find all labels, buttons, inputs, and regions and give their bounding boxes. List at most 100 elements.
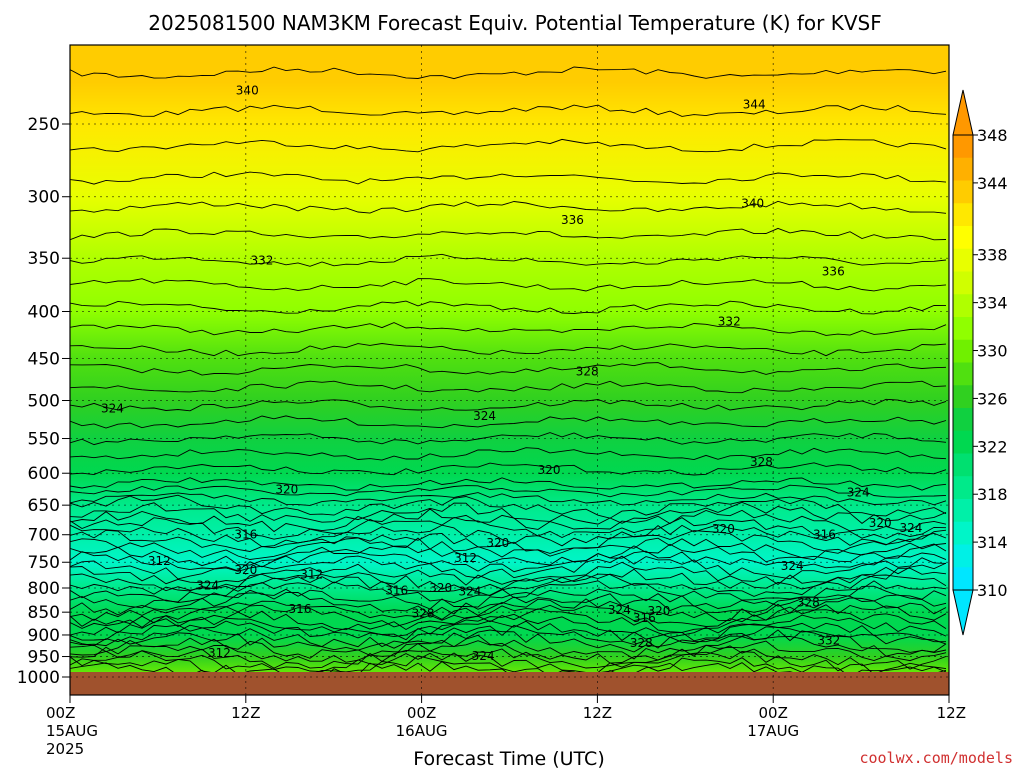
contour-label: 328 bbox=[576, 365, 599, 379]
contour-label: 316 bbox=[633, 611, 656, 625]
contour-line bbox=[70, 398, 947, 412]
x-axis-label: Forecast Time (UTC) bbox=[413, 748, 604, 768]
x-tick-year: 2025 bbox=[46, 740, 84, 758]
contour-label: 344 bbox=[743, 97, 766, 111]
contour-line bbox=[70, 604, 947, 628]
contour-line bbox=[70, 484, 947, 498]
contour-line bbox=[70, 494, 947, 519]
contour-line bbox=[70, 548, 947, 573]
plot-frame bbox=[69, 44, 950, 696]
y-tick-label: 500 bbox=[28, 392, 60, 412]
contour-label: 328 bbox=[797, 596, 820, 610]
contour-line bbox=[70, 415, 947, 429]
contour-label: 340 bbox=[741, 196, 764, 210]
y-tick-label: 800 bbox=[28, 579, 60, 599]
contour-line bbox=[70, 227, 947, 241]
contour-line bbox=[70, 585, 947, 610]
contour-line bbox=[70, 462, 947, 476]
contour-line bbox=[70, 477, 947, 491]
colorbar-label: 322 bbox=[977, 437, 1008, 456]
contour-line bbox=[70, 650, 947, 675]
contour-label: 320 bbox=[234, 563, 257, 577]
colorbar-swatch bbox=[953, 385, 973, 409]
contour-label: 324 bbox=[458, 584, 481, 598]
contour-line bbox=[70, 608, 947, 633]
x-tick-label: 12Z bbox=[937, 704, 966, 722]
colorbar-label: 318 bbox=[977, 485, 1008, 504]
contour-line bbox=[70, 613, 947, 638]
contour-line bbox=[70, 200, 947, 214]
colorbar-label: 338 bbox=[977, 246, 1008, 265]
contour-line bbox=[70, 537, 947, 561]
contour-line bbox=[70, 624, 947, 649]
contour-line bbox=[70, 171, 947, 185]
contour-label: 332 bbox=[718, 314, 741, 328]
contour-label: 324 bbox=[472, 649, 495, 663]
contour-line bbox=[70, 380, 947, 394]
contour-line bbox=[70, 492, 947, 506]
contour-label: 316 bbox=[234, 528, 257, 542]
contour-label: 312 bbox=[300, 567, 323, 581]
y-tick-label: 300 bbox=[28, 188, 60, 208]
contour-line bbox=[70, 655, 947, 679]
contour-line bbox=[70, 104, 947, 117]
contour-line bbox=[70, 66, 947, 80]
colorbar-label: 344 bbox=[977, 174, 1008, 193]
contour-label: 320 bbox=[429, 581, 452, 595]
contour-label: 324 bbox=[781, 559, 804, 573]
x-tick-label: 12Z bbox=[583, 704, 612, 722]
x-tick-label: 00Z bbox=[759, 704, 788, 722]
chart-title: 2025081500 NAM3KM Forecast Equiv. Potent… bbox=[148, 11, 881, 35]
contour-line bbox=[70, 508, 947, 533]
y-tick-label: 650 bbox=[28, 496, 60, 516]
credit-text: coolwx.com/models bbox=[859, 749, 1013, 767]
colorbar-swatch bbox=[953, 226, 973, 250]
contour-label: 320 bbox=[869, 516, 892, 530]
colorbar-swatch bbox=[953, 567, 973, 591]
x-tick-date: 16AUG bbox=[396, 722, 448, 740]
contour-label: 320 bbox=[647, 604, 670, 618]
contour-line bbox=[70, 447, 947, 461]
contour-line bbox=[70, 561, 947, 586]
x-tick-label: 00Z bbox=[46, 704, 75, 722]
contour-label: 328 bbox=[630, 636, 653, 650]
contour-line bbox=[70, 592, 947, 616]
x-tick-date: 15AUG bbox=[46, 722, 98, 740]
contour-label: 320 bbox=[712, 522, 735, 536]
colorbar-extend-bottom bbox=[952, 589, 974, 636]
colorbar-frame bbox=[952, 134, 974, 591]
contour-line bbox=[70, 343, 947, 357]
contour-line bbox=[70, 555, 947, 580]
colorbar-swatch bbox=[953, 430, 973, 454]
x-tick-label: 12Z bbox=[231, 704, 260, 722]
y-tick-label: 700 bbox=[28, 526, 60, 546]
contour-line bbox=[70, 645, 947, 670]
contour-line bbox=[70, 567, 947, 592]
contour-label: 324 bbox=[899, 521, 922, 535]
colorbar-label: 348 bbox=[977, 126, 1008, 145]
y-axis: 250 300 350 400 450 500 550 600 650 700 750 800 850 9… bbox=[17, 115, 70, 688]
contour-label: 312 bbox=[148, 554, 171, 568]
contour-label: 324 bbox=[608, 603, 631, 617]
contour-label: 320 bbox=[275, 483, 298, 497]
colorbar-swatch bbox=[953, 499, 973, 523]
colorbar-swatch bbox=[953, 317, 973, 341]
contour-line bbox=[70, 278, 947, 292]
contour-line bbox=[70, 253, 947, 267]
contour-line bbox=[70, 138, 947, 153]
y-tick-label: 600 bbox=[28, 464, 60, 484]
colorbar-label: 310 bbox=[977, 581, 1008, 600]
plot-area: 340 344 336 340 332 336 332 328 324 324 320 320 328 3… bbox=[69, 44, 950, 696]
contour-lines bbox=[70, 66, 947, 685]
x-tick-date: 17AUG bbox=[747, 722, 799, 740]
contour-labels: 340 344 336 340 332 336 332 328 324 324 320 320 328 3… bbox=[101, 84, 922, 663]
contour-label: 312 bbox=[454, 551, 477, 565]
colorbar-swatch bbox=[953, 180, 973, 204]
contour-label: 332 bbox=[250, 253, 273, 267]
colorbar-swatch bbox=[953, 248, 973, 272]
contour-label: 324 bbox=[196, 578, 219, 592]
contour-label: 324 bbox=[847, 486, 870, 500]
y-tick-label: 1000 bbox=[17, 668, 60, 688]
contour-label: 316 bbox=[289, 602, 312, 616]
